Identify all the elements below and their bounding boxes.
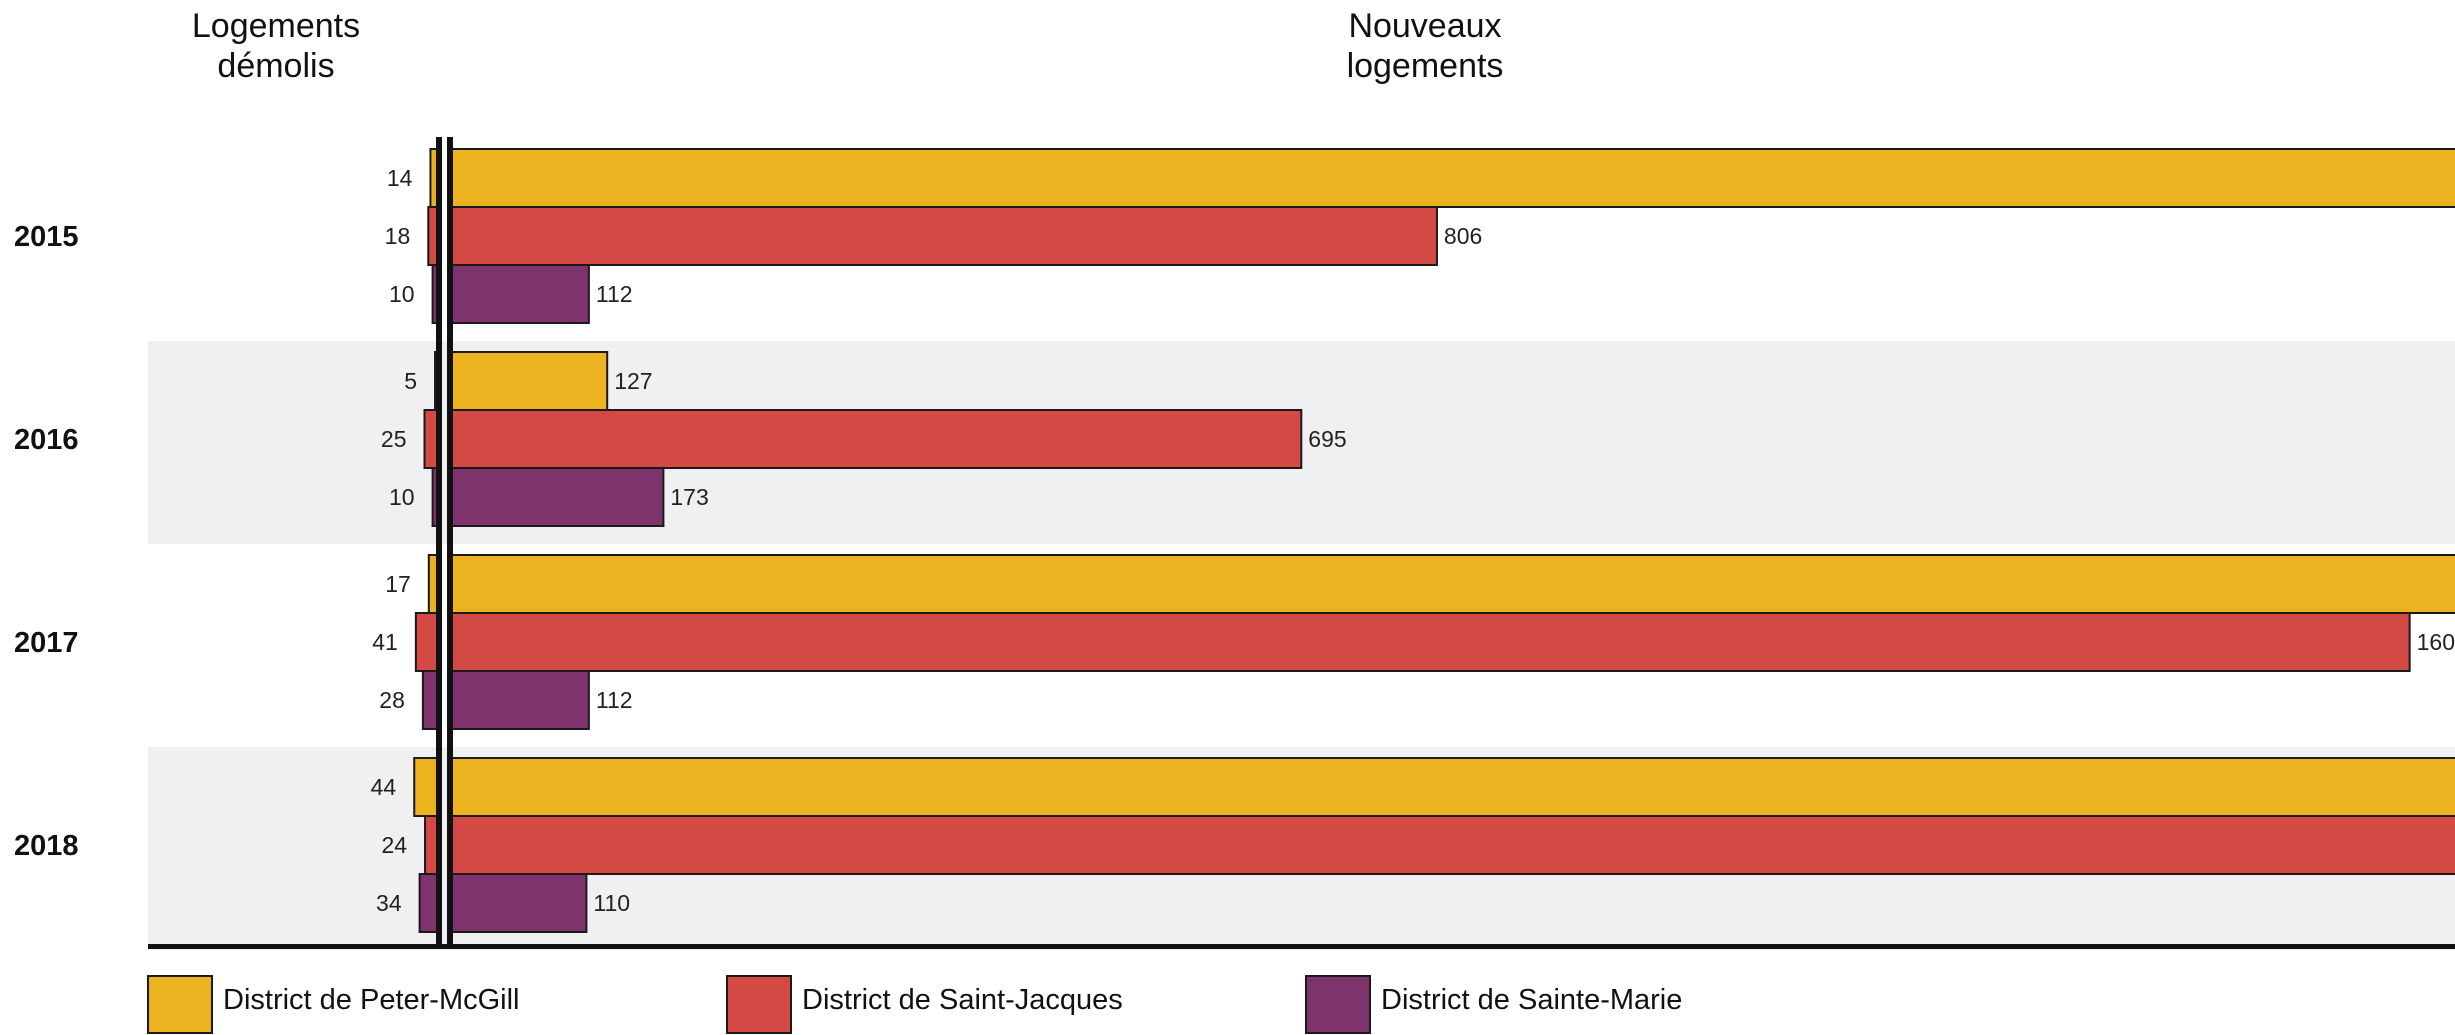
bar-new-2016-1 — [451, 351, 609, 411]
legend-label-1: District de Peter-McGill — [223, 984, 520, 1016]
label-demolished-2018-1: 44 — [371, 774, 397, 800]
label-new-2016-2: 695 — [1308, 426, 1346, 452]
bar-new-2016-2 — [451, 409, 1303, 469]
label-demolished-2017-2: 41 — [372, 629, 398, 655]
bar-new-2017-3 — [451, 670, 590, 730]
label-new-2018-3: 110 — [593, 890, 630, 916]
bar-demolished-2018-3 — [418, 873, 440, 933]
label-demolished-2016-2: 25 — [381, 426, 407, 452]
label-new-2016-3: 173 — [670, 484, 708, 510]
legend-swatch-1 — [147, 975, 213, 1034]
year-label-2015: 2015 — [14, 221, 79, 253]
bar-new-2015-3 — [451, 264, 590, 324]
year-label-2018: 2018 — [14, 830, 79, 862]
legend-swatch-3 — [1305, 975, 1371, 1034]
baseline — [148, 944, 2455, 949]
bar-new-2018-1 — [451, 757, 2455, 817]
header-right-line-2: logements — [1347, 47, 1504, 85]
label-new-2017-3: 112 — [596, 687, 633, 713]
label-demolished-2016-1: 5 — [404, 368, 417, 394]
label-new-2015-2: 806 — [1444, 223, 1482, 249]
header-left-line-2: démolis — [217, 47, 334, 85]
label-new-2016-1: 127 — [614, 368, 652, 394]
bar-new-2015-1 — [451, 148, 2455, 208]
label-demolished-2015-3: 10 — [389, 281, 415, 307]
label-demolished-2016-3: 10 — [389, 484, 415, 510]
bar-new-2017-1 — [451, 554, 2455, 614]
year-label-2017: 2017 — [14, 627, 79, 659]
header-left-line-1: Logements — [192, 7, 360, 45]
label-demolished-2015-1: 14 — [387, 165, 413, 191]
bar-new-2015-2 — [451, 206, 1438, 266]
legend-swatch-2 — [726, 975, 792, 1034]
label-demolished-2018-3: 34 — [376, 890, 402, 916]
bar-demolished-2017-2 — [414, 612, 439, 672]
legend-label-3: District de Sainte-Marie — [1381, 984, 1682, 1016]
label-demolished-2017-1: 17 — [385, 571, 411, 597]
bar-new-2018-2 — [451, 815, 2455, 875]
label-new-2017-2: 1602 — [2417, 629, 2455, 655]
bars — [413, 148, 2455, 933]
center-axis-right — [447, 137, 453, 949]
bar-demolished-2016-2 — [423, 409, 439, 469]
year-labels: 2015 2016 2017 2018 — [14, 221, 79, 862]
center-axis-left — [436, 137, 442, 949]
value-labels: 2116148061811210127569525173102095171602… — [371, 165, 2455, 916]
label-demolished-2017-3: 28 — [379, 687, 405, 713]
bar-demolished-2018-1 — [413, 757, 439, 817]
label-demolished-2015-2: 18 — [385, 223, 411, 249]
year-label-2016: 2016 — [14, 424, 79, 456]
bar-new-2017-2 — [451, 612, 2411, 672]
bar-demolished-2017-3 — [421, 670, 440, 730]
legend: District de Peter-McGill District de Sain… — [147, 975, 1682, 1034]
legend-label-2: District de Saint-Jacques — [802, 984, 1123, 1016]
header-right-line-1: Nouveaux — [1348, 7, 1501, 45]
label-demolished-2018-2: 24 — [381, 832, 407, 858]
bar-new-2016-3 — [451, 467, 665, 527]
bar-new-2018-3 — [451, 873, 588, 933]
label-new-2015-3: 112 — [596, 281, 633, 307]
